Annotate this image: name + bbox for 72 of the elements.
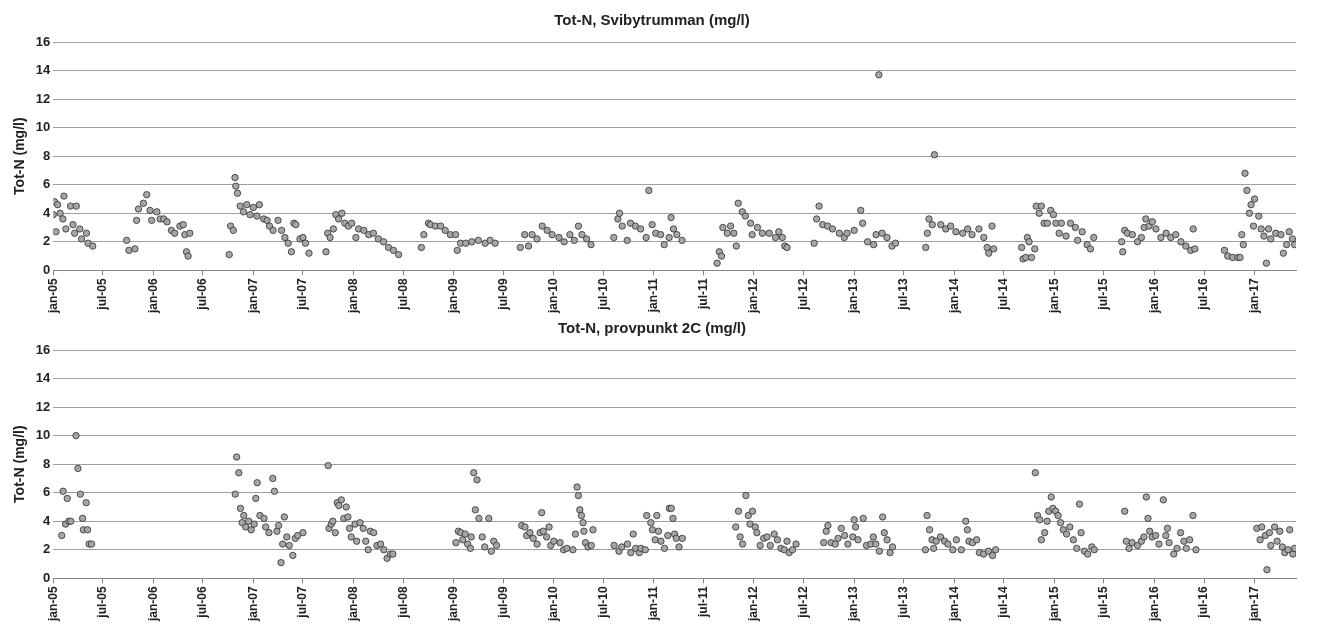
- y-tick-label: 14: [35, 62, 52, 78]
- x-tick-label: jul-06: [195, 585, 210, 619]
- chart-title: Tot-N, provpunkt 2C (mg/l): [557, 319, 747, 337]
- y-tick-label: 0: [43, 261, 51, 277]
- x-tick-label: jul-13: [896, 277, 911, 311]
- x-tick-label: jan-15: [1046, 586, 1061, 623]
- x-tick-label: jan-16: [1146, 586, 1161, 623]
- x-tick-label: jul-12: [796, 585, 811, 619]
- x-tick-label: jul-15: [1096, 277, 1111, 311]
- y-tick-label: 16: [35, 33, 51, 49]
- x-tick-label: jul-08: [395, 277, 410, 311]
- x-tick-label: jan-11: [646, 586, 661, 622]
- x-tick-label: jan-07: [245, 586, 260, 623]
- x-tick-label: jul-14: [996, 277, 1011, 311]
- x-tick-label: jul-11: [695, 586, 710, 619]
- x-tick-label: jan-13: [846, 586, 861, 623]
- x-tick-label: jan-10: [546, 278, 561, 315]
- x-tick-label: jul-10: [595, 277, 610, 311]
- y-tick-label: 0: [43, 569, 51, 585]
- x-tick-label: jan-15: [1046, 278, 1061, 315]
- x-tick-label: jan-05: [45, 586, 60, 623]
- y-tick-label: 10: [35, 427, 51, 443]
- x-tick-label: jul-05: [95, 585, 110, 619]
- x-tick-label: jan-08: [345, 586, 360, 623]
- y-axis-title: Tot-N (mg/l): [11, 117, 28, 195]
- x-tick-label: jul-13: [896, 585, 911, 619]
- x-tick-label: jan-11: [646, 278, 661, 314]
- y-tick-label: 2: [43, 541, 51, 557]
- x-tick-label: jul-16: [1196, 277, 1211, 311]
- y-tick-label: 10: [35, 119, 51, 135]
- x-tick-label: jul-07: [295, 277, 310, 311]
- y-tick-label: 6: [43, 176, 51, 192]
- x-tick-label: jan-05: [45, 278, 60, 315]
- x-tick-label: jan-06: [145, 278, 160, 315]
- x-tick-label: jan-07: [245, 278, 260, 315]
- y-tick-label: 4: [43, 204, 52, 220]
- x-tick-label: jul-10: [595, 585, 610, 619]
- y-tick-label: 12: [35, 90, 51, 106]
- x-tick-label: jan-08: [345, 278, 360, 315]
- y-tick-label: 4: [43, 512, 52, 528]
- x-tick-label: jan-06: [145, 586, 160, 623]
- x-tick-label: jan-09: [446, 278, 461, 315]
- y-tick-label: 12: [35, 398, 51, 414]
- x-tick-label: jul-06: [195, 277, 210, 311]
- y-axis-title: Tot-N (mg/l): [11, 425, 28, 503]
- x-tick-label: jul-12: [796, 277, 811, 311]
- y-tick-label: 8: [43, 455, 51, 471]
- x-tick-label: jan-12: [746, 586, 761, 623]
- x-tick-label: jan-16: [1146, 278, 1161, 315]
- x-tick-label: jul-05: [95, 277, 110, 311]
- y-tick-label: 16: [35, 341, 51, 357]
- chart-title: Tot-N, Svibytrumman (mg/l): [554, 11, 750, 29]
- x-tick-label: jul-09: [495, 277, 510, 311]
- x-tick-label: jan-17: [1246, 586, 1261, 623]
- x-tick-label: jan-10: [546, 586, 561, 623]
- x-tick-label: jan-13: [846, 278, 861, 315]
- y-tick-label: 6: [43, 484, 51, 500]
- x-tick-label: jan-12: [746, 278, 761, 315]
- x-tick-label: jul-14: [996, 585, 1011, 619]
- x-tick-label: jul-07: [295, 585, 310, 619]
- x-tick-label: jan-14: [946, 278, 961, 315]
- x-tick-label: jan-09: [446, 586, 461, 623]
- x-tick-label: jul-09: [495, 585, 510, 619]
- x-tick-label: jul-15: [1096, 585, 1111, 619]
- x-tick-label: jul-08: [395, 585, 410, 619]
- x-tick-label: jul-11: [695, 278, 710, 311]
- y-tick-label: 8: [43, 147, 51, 163]
- x-tick-label: jan-14: [946, 586, 961, 623]
- y-tick-label: 14: [35, 370, 52, 386]
- x-tick-label: jul-16: [1196, 585, 1211, 619]
- x-tick-label: jan-17: [1246, 278, 1261, 315]
- y-tick-label: 2: [43, 233, 51, 249]
